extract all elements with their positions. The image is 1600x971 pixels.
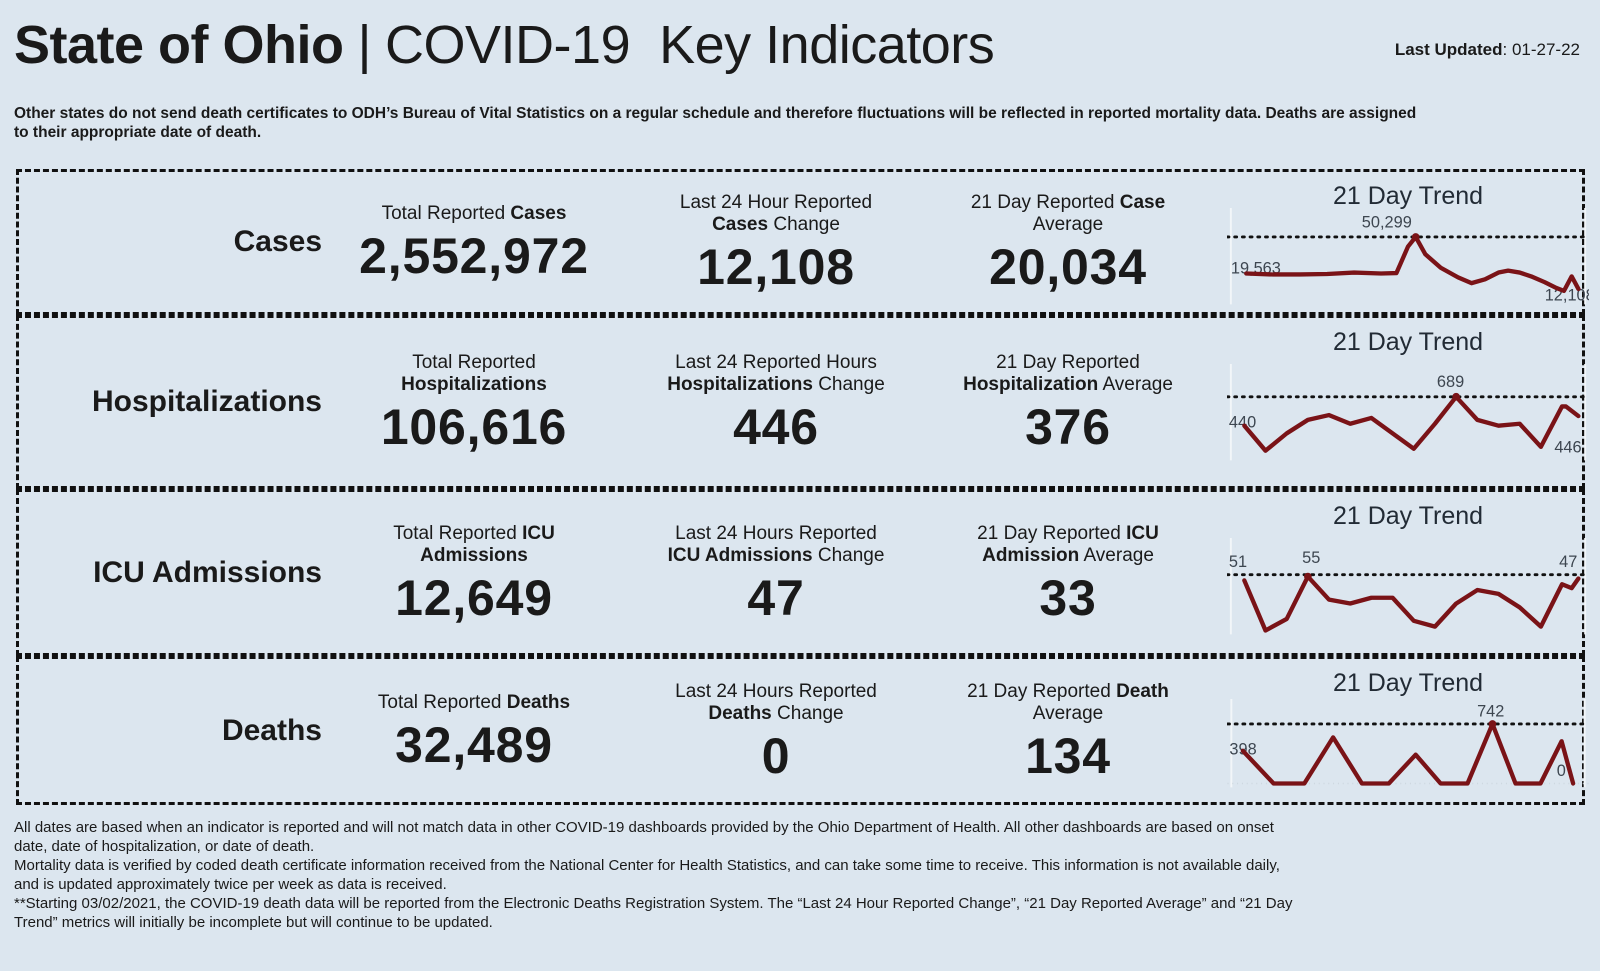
svg-text:55: 55	[1302, 549, 1320, 567]
svg-text:47: 47	[1559, 553, 1577, 571]
svg-text:446: 446	[1554, 439, 1581, 457]
svg-text:51: 51	[1229, 553, 1247, 571]
svg-text:689: 689	[1437, 373, 1464, 391]
svg-text:440: 440	[1229, 414, 1256, 432]
svg-text:50,299: 50,299	[1362, 213, 1412, 231]
svg-text:0: 0	[1557, 762, 1566, 780]
svg-text:742: 742	[1477, 702, 1504, 720]
